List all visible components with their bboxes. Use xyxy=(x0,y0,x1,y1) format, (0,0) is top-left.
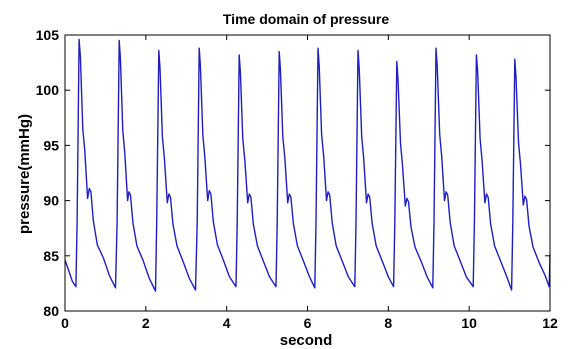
chart-title: Time domain of pressure xyxy=(223,11,389,27)
y-tick-label: 80 xyxy=(43,303,59,319)
x-axis-label: second xyxy=(280,332,333,349)
y-tick-label: 100 xyxy=(36,82,60,98)
y-axis-label: pressure(mmHg) xyxy=(16,114,33,234)
y-tick-label: 90 xyxy=(43,193,59,209)
plot-area: 0 2 4 6 8 10 12 80 85 90 95 100 105 xyxy=(36,27,558,331)
x-tick-label: 4 xyxy=(223,315,231,331)
x-tick-label: 8 xyxy=(384,315,392,331)
y-tick-label: 95 xyxy=(43,137,59,153)
x-tick-label: 12 xyxy=(542,315,558,331)
x-tick-label: 0 xyxy=(61,315,69,331)
y-tick-label: 85 xyxy=(43,248,59,264)
series-line-1 xyxy=(64,38,551,292)
x-tick-label: 6 xyxy=(304,315,312,331)
y-tick-label: 105 xyxy=(36,27,60,43)
x-tick-label: 10 xyxy=(461,315,477,331)
x-tick-label: 2 xyxy=(142,315,150,331)
